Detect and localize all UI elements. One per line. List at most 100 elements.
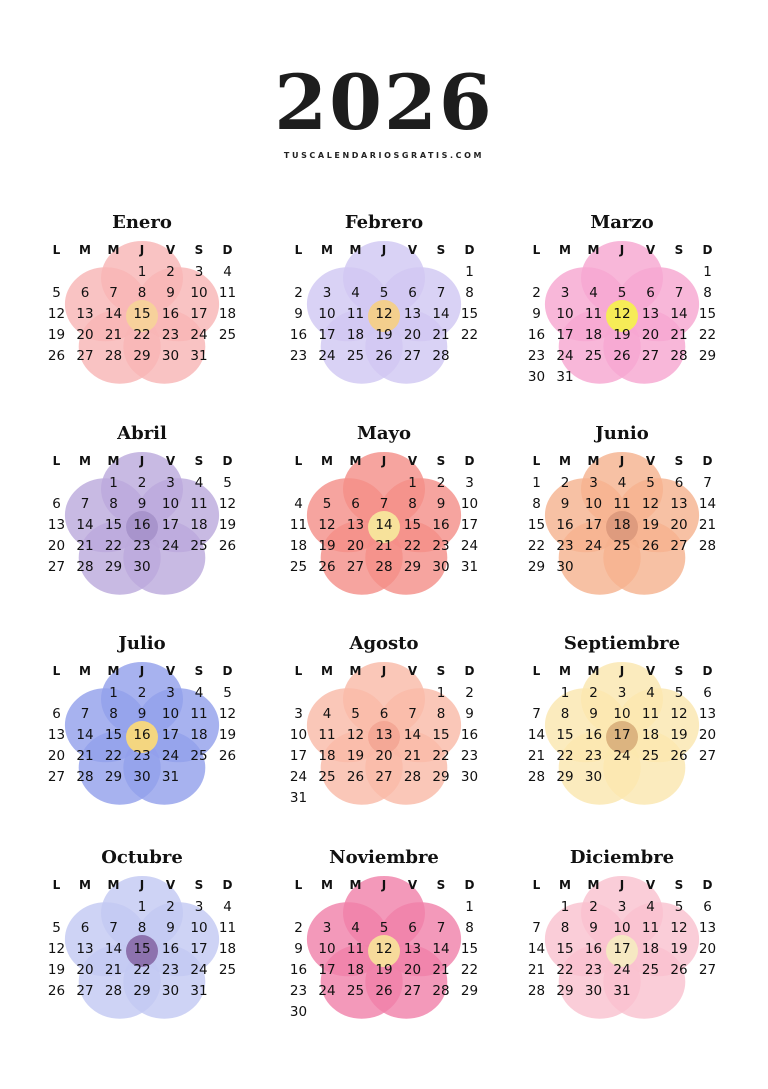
day-cell: 15 [527, 517, 546, 533]
day-cell: 1 [137, 899, 147, 915]
day-cell: 1 [137, 264, 147, 280]
day-cell: 25 [346, 983, 365, 999]
day-cell: 17 [289, 748, 308, 764]
flower-center [368, 511, 400, 543]
day-cell [398, 262, 427, 283]
weekday-header: M [79, 454, 91, 468]
day-cell: 1 [703, 264, 712, 280]
website-label: TUSCALENDARIOSGRATIS.COM [283, 151, 485, 160]
day-cell [665, 767, 694, 788]
day-cell: 30 [527, 369, 546, 385]
weekday-header: J [381, 878, 387, 892]
day-cell: 25 [346, 348, 365, 364]
day-cell: 8 [137, 285, 147, 301]
day-cell: 21 [76, 538, 94, 554]
day-cell [313, 897, 342, 918]
day-cell: 13 [641, 306, 660, 322]
weekday-header: J [619, 664, 625, 678]
day-cell: 19 [375, 962, 393, 978]
day-cell: 24 [460, 538, 479, 554]
day-cell [665, 367, 694, 388]
day-cell: 28 [76, 769, 94, 785]
day-cell: 28 [76, 559, 94, 575]
day-cell [370, 683, 399, 704]
day-cell: 5 [322, 496, 332, 512]
day-cell: 13 [403, 941, 422, 957]
weekday-header: S [194, 243, 204, 257]
weekday-header: D [222, 454, 233, 468]
day-cell: 11 [190, 496, 208, 512]
weekday-header: V [407, 243, 418, 257]
day-grid: L M M J V S D 1 2 3 4 5 6 7 8 9 10 11 12 13 14 15 16 17 18 19 20 21… [279, 659, 489, 809]
day-cell [341, 683, 370, 704]
day-cell: 13 [47, 517, 66, 533]
day-cell: 5 [617, 285, 627, 301]
day-cell: 11 [346, 306, 365, 322]
weekday-header: J [381, 243, 387, 257]
day-cell: 26 [47, 983, 66, 999]
day-cell: 4 [294, 496, 303, 512]
flower-illustration [64, 662, 220, 805]
flower-illustration [306, 452, 462, 595]
month-junio: Junio L M M J V S D 1 2 3 4 5 6 7 8 9 10 11 12 13 14 15 16 17 18 1… [517, 423, 727, 595]
weekday-header: M [559, 243, 571, 257]
day-grid: L M M J V S D 1 2 3 4 5 6 7 8 9 10 11 12 13 14 15 16 17 18 19 20 21… [279, 449, 489, 578]
day-cell: 25 [218, 327, 237, 343]
month-enero: Enero L M M J V S D 1 2 3 4 5 6 7 8 9 10 11 12 13 14 15 16 17 18 1… [37, 212, 247, 384]
day-cell: 5 [223, 475, 232, 491]
weekday-header: M [349, 878, 362, 892]
day-cell: 26 [641, 538, 660, 554]
day-cell [522, 683, 551, 704]
day-cell: 24 [161, 538, 180, 554]
day-cell: 30 [133, 769, 151, 785]
day-cell: 25 [190, 748, 208, 764]
day-cell: 13 [47, 727, 66, 743]
day-cell: 13 [698, 706, 717, 722]
day-cell: 13 [346, 517, 365, 533]
day-cell: 9 [589, 706, 598, 722]
day-cell: 20 [76, 327, 94, 343]
day-cell: 3 [194, 899, 204, 915]
day-cell: 4 [223, 264, 232, 280]
day-cell: 24 [613, 962, 631, 978]
day-cell: 22 [133, 327, 151, 343]
day-cell: 5 [646, 475, 655, 491]
day-cell: 22 [556, 962, 574, 978]
day-cell: 24 [161, 748, 180, 764]
day-cell: 25 [641, 962, 660, 978]
day-cell: 17 [556, 327, 574, 343]
weekday-header: D [222, 664, 233, 678]
day-cell [213, 346, 242, 367]
day-cell: 8 [703, 285, 712, 301]
day-cell: 6 [674, 475, 684, 491]
day-cell: 26 [346, 769, 365, 785]
day-cell: 23 [584, 962, 603, 978]
day-cell [42, 683, 71, 704]
day-cell [398, 897, 427, 918]
day-grid: L M M J V S D 1 2 3 4 5 6 7 8 9 10 11 12 13 14 15 16 17 18 19 20 21… [37, 449, 247, 578]
weekday-header: V [645, 454, 656, 468]
day-cell [398, 683, 427, 704]
flower-center [126, 300, 158, 332]
day-cell: 6 [408, 285, 417, 301]
day-cell [313, 262, 342, 283]
flower-center [126, 935, 158, 967]
day-cell [665, 262, 694, 283]
day-cell: 26 [318, 559, 336, 575]
weekday-header: L [52, 454, 61, 468]
day-cell: 31 [190, 983, 208, 999]
day-cell [455, 1002, 484, 1023]
day-cell: 5 [223, 685, 232, 701]
day-cell: 14 [432, 306, 450, 322]
day-cell: 15 [460, 306, 479, 322]
day-cell: 16 [584, 727, 603, 743]
day-cell: 8 [465, 920, 474, 936]
day-grid: L M M J V S D 1 2 3 4 5 6 7 8 9 10 11 12 13 14 15 16 17 18 19 20 21… [279, 238, 489, 367]
day-cell: 27 [76, 983, 94, 999]
month-name: Marzo [590, 212, 654, 233]
day-grid: L M M J V S D 1 2 3 4 5 6 7 8 9 10 11 12 13 14 15 16 17 18 19 20 21… [517, 238, 727, 388]
weekday-header: M [559, 664, 571, 678]
weekday-header: D [702, 454, 713, 468]
flower-illustration [544, 241, 700, 384]
day-cell: 16 [584, 941, 603, 957]
